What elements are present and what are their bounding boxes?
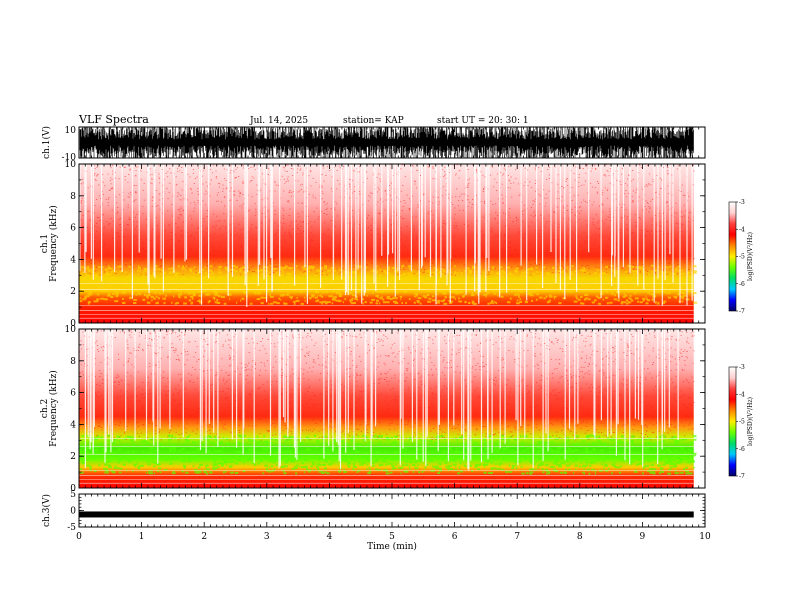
p3-ytick-label: 10 (65, 325, 77, 335)
ch1-waveform-ytick-label: -10 (62, 153, 77, 163)
ch1-waveform-trace (79, 127, 694, 158)
ch3-waveform-ytick-label: 5 (70, 490, 76, 500)
cb2-tick-label: -7 (739, 473, 745, 480)
p2-gaps (79, 164, 693, 307)
cb1-tick-label: -7 (739, 308, 745, 315)
p3-ytick-label: 8 (70, 357, 76, 367)
p3-ytick-label: 6 (70, 389, 76, 399)
cb1-bar (728, 201, 737, 312)
ch2-colorbar: -3 -4 -5 -6 -7 log(PSD)(V²/Hz) (728, 364, 754, 480)
p3-ylabel: Frequency (kHz) (48, 370, 59, 447)
x-axis-label: Time (min) (367, 541, 417, 552)
p2-midband (79, 264, 698, 305)
cb2-label: log(PSD)(V²/Hz) (747, 397, 754, 446)
ch1-colorbar: -3 -4 -5 -6 -7 log(PSD)(V²/Hz) (728, 199, 754, 315)
p2-intensity (79, 164, 694, 323)
header-start-time: start UT = 20: 30: 1 (437, 116, 529, 126)
p3-ytick-label: 4 (70, 420, 76, 430)
p3-gaps (84, 329, 679, 471)
figure-title: VLF Spectra (78, 113, 149, 126)
time-axis: 0 1 2 3 4 5 6 7 8 9 10 Time (min) (76, 532, 711, 552)
ch1-waveform-ytick-label: 10 (65, 126, 77, 136)
cb1-tick-label: -6 (739, 281, 745, 288)
x-tick-label: 0 (76, 532, 82, 542)
cb1-tick-label: -3 (739, 199, 745, 206)
ch1-waveform-panel: 10 -10 ch.1(V) (41, 126, 706, 163)
x-tick-label: 4 (327, 532, 333, 542)
ch1-waveform-ylabel: ch.1(V) (41, 126, 52, 159)
p3-ytick-label: 0 (70, 484, 76, 494)
x-tick-label: 7 (514, 532, 520, 542)
p2-ytick-label: 2 (70, 287, 76, 297)
ch2-spectrogram-panel: 0 2 4 6 8 10 ch.2 Frequency (kHz) (40, 325, 706, 494)
p2-ylabel: Frequency (kHz) (48, 205, 59, 282)
cb1-tick-label: -4 (739, 226, 745, 233)
p3-ytick-label: 2 (70, 452, 76, 462)
x-tick-label: 2 (201, 532, 207, 542)
ch1-spectrogram-panel: 0 2 4 6 8 10 ch.1 Frequency (kHz) (40, 160, 706, 329)
x-tick-label: 9 (640, 532, 646, 542)
cb2-bar (728, 366, 737, 477)
ch3-waveform-ytick-label: -5 (67, 523, 76, 533)
p2-ytick-label: 4 (70, 255, 76, 265)
header-station: station= KAP (343, 116, 404, 126)
cb1-label: log(PSD)(V²/Hz) (747, 232, 754, 281)
x-tick-label: 5 (389, 532, 395, 542)
p2-ytick-label: 8 (70, 192, 76, 202)
ch3-waveform-trace (79, 511, 694, 518)
p2-ylabel: ch.1 (40, 234, 50, 253)
ch3-waveform-panel: 5 0 -5 ch.3(V) (41, 490, 706, 533)
p3-ylabel: ch.2 (40, 399, 50, 418)
cb2-tick-label: -6 (739, 446, 745, 453)
x-tick-label: 3 (264, 532, 270, 542)
p2-ytick-label: 6 (70, 224, 76, 234)
cb1-tick-label: -5 (739, 254, 745, 261)
x-tick-label: 10 (699, 532, 711, 542)
cb2-tick-label: -3 (739, 364, 745, 371)
ch3-waveform-ylabel: ch.3(V) (41, 494, 52, 527)
x-tick-label: 1 (139, 532, 145, 542)
p2-ytick-label: 0 (70, 319, 76, 329)
cb2-tick-label: -5 (739, 419, 745, 426)
p2-ytick-label: 10 (65, 160, 77, 170)
x-tick-label: 6 (452, 532, 458, 542)
header-date: Jul. 14, 2025 (249, 116, 308, 126)
x-tick-label: 8 (577, 532, 583, 542)
cb2-tick-label: -4 (739, 391, 745, 398)
ch3-waveform-ytick-label: 0 (70, 507, 76, 517)
